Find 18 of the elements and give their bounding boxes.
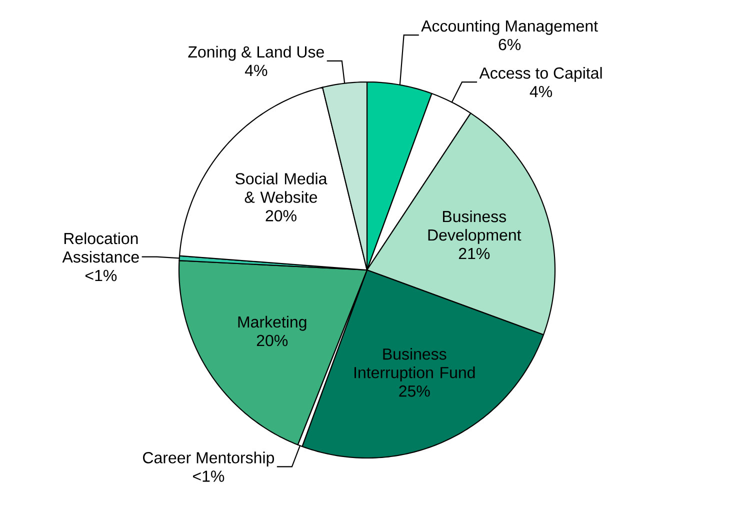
slice-label: Social Media & Website	[235, 172, 328, 203]
data-label: <1%	[193, 470, 224, 482]
slice-label: Business Interruption Fund	[354, 348, 475, 382]
data-label: 6%	[498, 38, 521, 50]
slice-label: Accounting Management	[421, 20, 598, 35]
data-label: 20%	[266, 210, 296, 222]
slice-label: Access to Capital	[479, 67, 602, 82]
slice-label: Zoning & Land Use	[188, 46, 324, 61]
slice-label: Business Development	[428, 210, 522, 244]
data-label: 25%	[399, 385, 430, 397]
slice-label: Career Mentorship	[143, 452, 274, 467]
slice-label: Relocation Assistance	[62, 232, 139, 263]
slice-label: Marketing	[238, 316, 306, 331]
data-label: 4%	[530, 86, 552, 98]
data-label: 20%	[256, 334, 288, 346]
data-label: <1%	[85, 270, 117, 282]
data-label: 4%	[244, 64, 268, 76]
data-label: 21%	[458, 248, 490, 260]
